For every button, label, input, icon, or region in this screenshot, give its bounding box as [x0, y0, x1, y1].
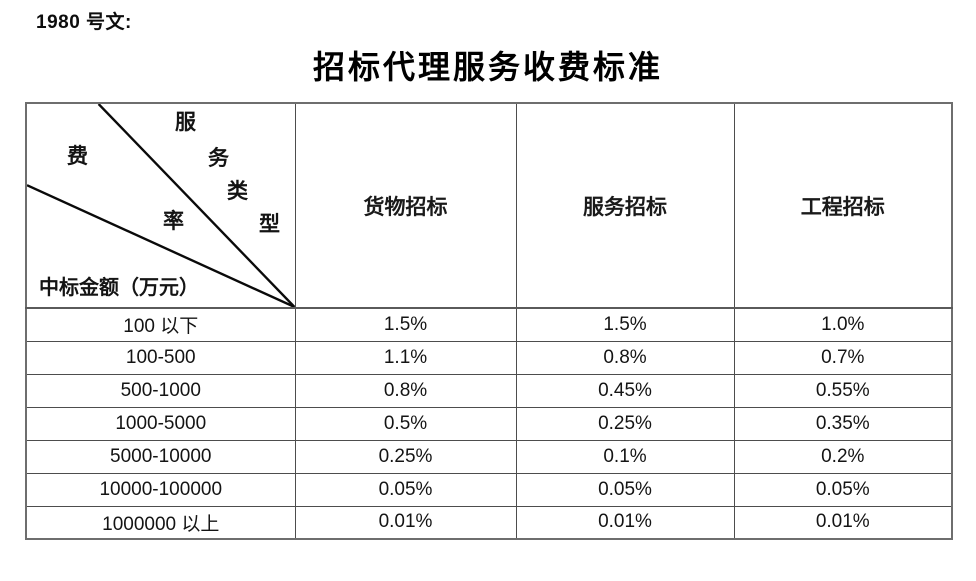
corner-fee-rate-char: 率 [163, 209, 184, 233]
services-rate-cell: 0.1% [515, 439, 735, 474]
amount-range-cell: 100 以下 [25, 307, 296, 342]
column-header-engineering: 工程招标 [733, 102, 953, 309]
corner-service-type-char: 型 [259, 212, 280, 236]
amount-range-cell: 1000-5000 [25, 406, 296, 441]
corner-service-type-char: 类 [227, 179, 248, 203]
corner-service-type-char: 服 [175, 110, 196, 134]
goods-rate-cell: 0.25% [294, 439, 517, 474]
amount-range-cell: 5000-10000 [25, 439, 296, 474]
table-row: 1000-5000 0.5% 0.25% 0.35% [25, 406, 953, 441]
corner-header-cell: 服 务 类 型 费 率 中标金额（万元） [25, 102, 296, 309]
table-row: 100 以下 1.5% 1.5% 1.0% [25, 307, 953, 342]
engineering-rate-cell: 0.05% [733, 472, 953, 507]
goods-rate-cell: 1.1% [294, 340, 517, 375]
services-rate-cell: 0.25% [515, 406, 735, 441]
services-rate-cell: 0.45% [515, 373, 735, 408]
corner-fee-rate-char: 费 [67, 144, 88, 168]
goods-rate-cell: 1.5% [294, 307, 517, 342]
goods-rate-cell: 0.5% [294, 406, 517, 441]
diagonal-divider-lines [27, 104, 294, 306]
table-row: 1000000 以上 0.01% 0.01% 0.01% [25, 505, 953, 540]
services-rate-cell: 0.8% [515, 340, 735, 375]
engineering-rate-cell: 0.35% [733, 406, 953, 441]
table-row: 5000-10000 0.25% 0.1% 0.2% [25, 439, 953, 474]
engineering-rate-cell: 1.0% [733, 307, 953, 342]
fee-table: 服 务 类 型 费 率 中标金额（万元） 货物招标 服务招标 工程招标 100 … [25, 102, 953, 540]
table-row: 100-500 1.1% 0.8% 0.7% [25, 340, 953, 375]
amount-range-cell: 1000000 以上 [25, 505, 296, 540]
services-rate-cell: 0.01% [515, 505, 735, 540]
engineering-rate-cell: 0.55% [733, 373, 953, 408]
goods-rate-cell: 0.8% [294, 373, 517, 408]
corner-service-type-char: 务 [208, 146, 229, 170]
amount-range-cell: 500-1000 [25, 373, 296, 408]
engineering-rate-cell: 0.2% [733, 439, 953, 474]
engineering-rate-cell: 0.7% [733, 340, 953, 375]
corner-amount-label: 中标金额（万元） [39, 277, 199, 299]
goods-rate-cell: 0.05% [294, 472, 517, 507]
goods-rate-cell: 0.01% [294, 505, 517, 540]
doc-number: 1980 号文: [36, 12, 132, 33]
table-row: 500-1000 0.8% 0.45% 0.55% [25, 373, 953, 408]
table-row: 10000-100000 0.05% 0.05% 0.05% [25, 472, 953, 507]
column-header-goods: 货物招标 [294, 102, 517, 309]
column-header-services: 服务招标 [515, 102, 735, 309]
page-title: 招标代理服务收费标准 [312, 49, 663, 85]
engineering-rate-cell: 0.01% [733, 505, 953, 540]
table-header-row: 服 务 类 型 费 率 中标金额（万元） 货物招标 服务招标 工程招标 [25, 102, 953, 309]
services-rate-cell: 0.05% [515, 472, 735, 507]
amount-range-cell: 10000-100000 [25, 472, 296, 507]
services-rate-cell: 1.5% [515, 307, 735, 342]
amount-range-cell: 100-500 [25, 340, 296, 375]
